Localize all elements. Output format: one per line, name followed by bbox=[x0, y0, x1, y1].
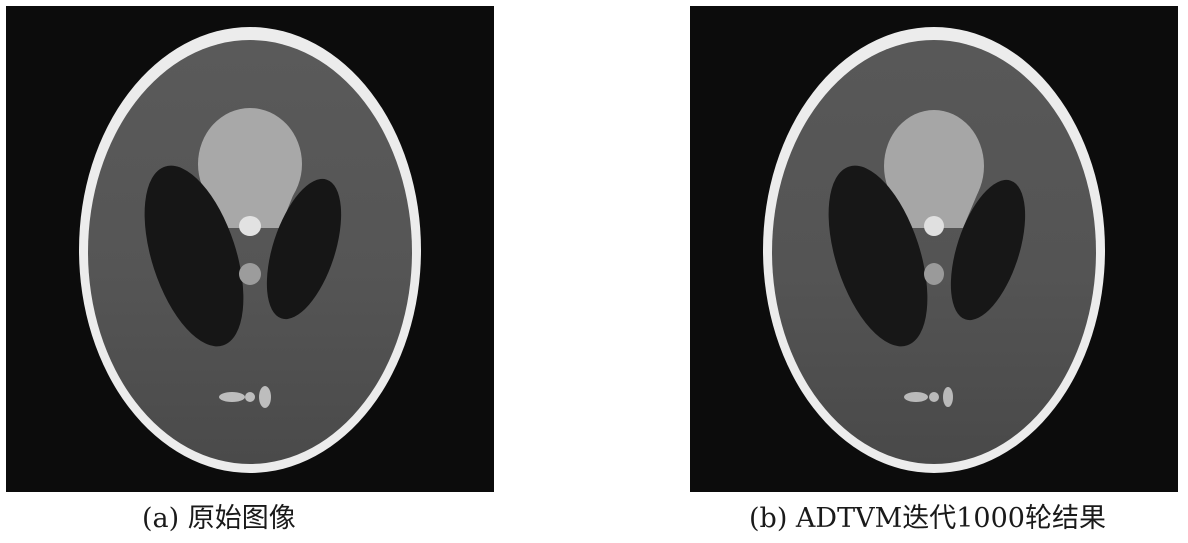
panel-original-image bbox=[6, 6, 494, 492]
tiny-ellipse-right bbox=[943, 387, 953, 407]
tiny-circle-center bbox=[245, 392, 255, 402]
bright-ellipse-base bbox=[889, 190, 979, 228]
brain-ellipse bbox=[88, 40, 412, 464]
phantom-reconstruction bbox=[690, 6, 1178, 492]
small-gray-circle bbox=[239, 263, 261, 285]
tiny-ellipse-right bbox=[259, 386, 271, 408]
right-dark-ellipse bbox=[950, 179, 1026, 321]
left-dark-ellipse bbox=[828, 165, 928, 347]
caption-a: (a) 原始图像 bbox=[142, 503, 296, 534]
caption-b: (b) ADTVM迭代1000轮结果 bbox=[749, 503, 1106, 534]
tiny-circle-center bbox=[929, 392, 939, 402]
phantom-original bbox=[6, 6, 494, 492]
small-bright-circle bbox=[239, 216, 261, 236]
panel-adtvm-result bbox=[690, 6, 1178, 492]
tiny-ellipse-left bbox=[904, 392, 928, 402]
bright-ellipse-base bbox=[204, 188, 296, 228]
small-bright-circle bbox=[924, 216, 944, 236]
brain-ellipse bbox=[772, 40, 1096, 464]
right-dark-ellipse bbox=[266, 178, 342, 320]
small-gray-circle bbox=[924, 263, 944, 285]
left-dark-ellipse bbox=[144, 165, 244, 347]
tiny-ellipse-left bbox=[219, 392, 245, 402]
